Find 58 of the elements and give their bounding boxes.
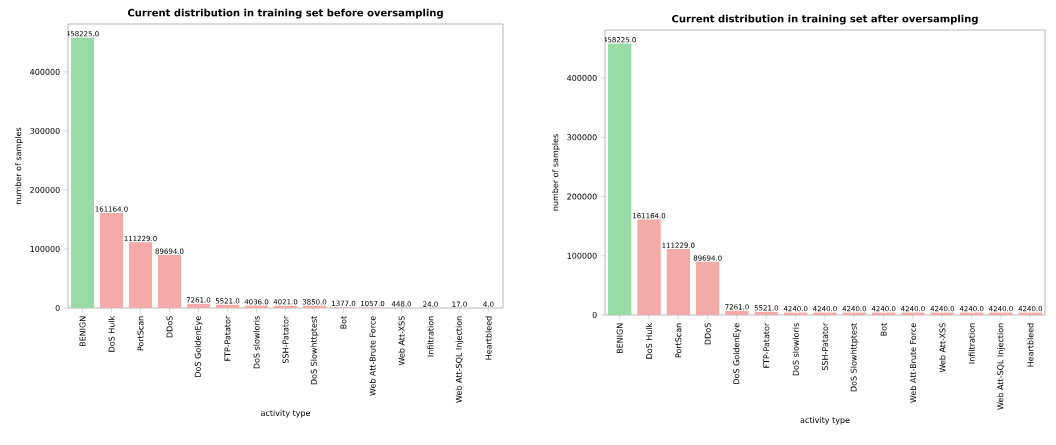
x-tick-label: DoS Hulk	[108, 315, 115, 352]
x-tick-label: SSH-Patator	[821, 322, 829, 371]
x-tick-label: Web Att-XSS	[939, 323, 946, 373]
bar	[70, 37, 95, 308]
chart-title: Current distribution in training set before oversampling	[127, 8, 443, 19]
x-tick-label: DoS Slowhttptest	[850, 322, 859, 392]
x-tick-label: Web Att-SQL Injection	[997, 323, 1005, 410]
x-tick-label: DoS Hulk	[645, 322, 653, 359]
x-tick-label: FTP-Patator	[224, 315, 231, 361]
y-tick-label: 100000	[567, 252, 597, 259]
y-tick-label: 0	[55, 304, 60, 312]
bar	[128, 242, 153, 308]
bar	[186, 303, 211, 308]
x-tick-label: FTP-Patator	[763, 322, 770, 368]
y-axis-title: number of samples	[15, 127, 23, 204]
x-tick-label: PortScan	[137, 316, 144, 351]
x-tick-label: Web Att-Brute Force	[909, 323, 917, 403]
bar	[725, 310, 749, 315]
x-tick-label: PortScan	[675, 323, 682, 358]
x-tick-label: Bot	[880, 322, 887, 336]
x-axis-title: activity type	[800, 416, 850, 425]
bar	[157, 255, 182, 308]
bar	[215, 304, 240, 308]
x-tick-label: Heartbleed	[485, 316, 492, 360]
x-tick-label: DoS Slowhttptest	[310, 315, 319, 385]
x-tick-label: DoS slowloris	[253, 316, 260, 369]
bar	[666, 249, 691, 315]
y-tick-label: 100000	[30, 245, 60, 252]
x-tick-label: Infiltration	[968, 323, 975, 364]
x-tick-label: Web Att-SQL Injection	[455, 316, 464, 403]
y-tick-label: 300000	[30, 127, 60, 134]
x-tick-label: BENIGN	[79, 316, 86, 347]
x-tick-label: DDoS	[704, 323, 711, 345]
x-tick-label: SSH-Patator	[282, 315, 289, 364]
bar	[754, 311, 779, 315]
bar	[607, 43, 632, 315]
chart-title: Current distribution in training set after oversampling	[672, 14, 978, 25]
x-tick-label: Web Att-XSS	[398, 316, 405, 366]
y-tick-label: 400000	[567, 75, 597, 82]
x-tick-label: Bot	[340, 315, 347, 329]
y-axis-title: number of samples	[552, 134, 560, 211]
y-tick-label: 200000	[567, 193, 597, 200]
y-tick-label: 200000	[30, 186, 60, 193]
x-tick-label: Heartbleed	[1027, 323, 1034, 367]
x-axis-title: activity type	[261, 409, 311, 418]
x-tick-label: Infiltration	[427, 316, 434, 357]
x-tick-label: BENIGN	[616, 323, 623, 354]
bar	[637, 219, 661, 315]
y-tick-label: 0	[592, 311, 597, 319]
y-tick-label: 400000	[30, 68, 60, 75]
bar	[695, 261, 720, 315]
x-tick-label: DoS GoldenEye	[733, 323, 741, 384]
bar	[99, 212, 124, 308]
x-tick-label: DDoS	[166, 316, 173, 338]
x-tick-label: DoS slowloris	[792, 323, 799, 376]
y-tick-label: 300000	[567, 134, 597, 141]
x-tick-label: DoS GoldenEye	[194, 316, 203, 377]
x-tick-label: Web Att-Brute Force	[369, 316, 376, 396]
